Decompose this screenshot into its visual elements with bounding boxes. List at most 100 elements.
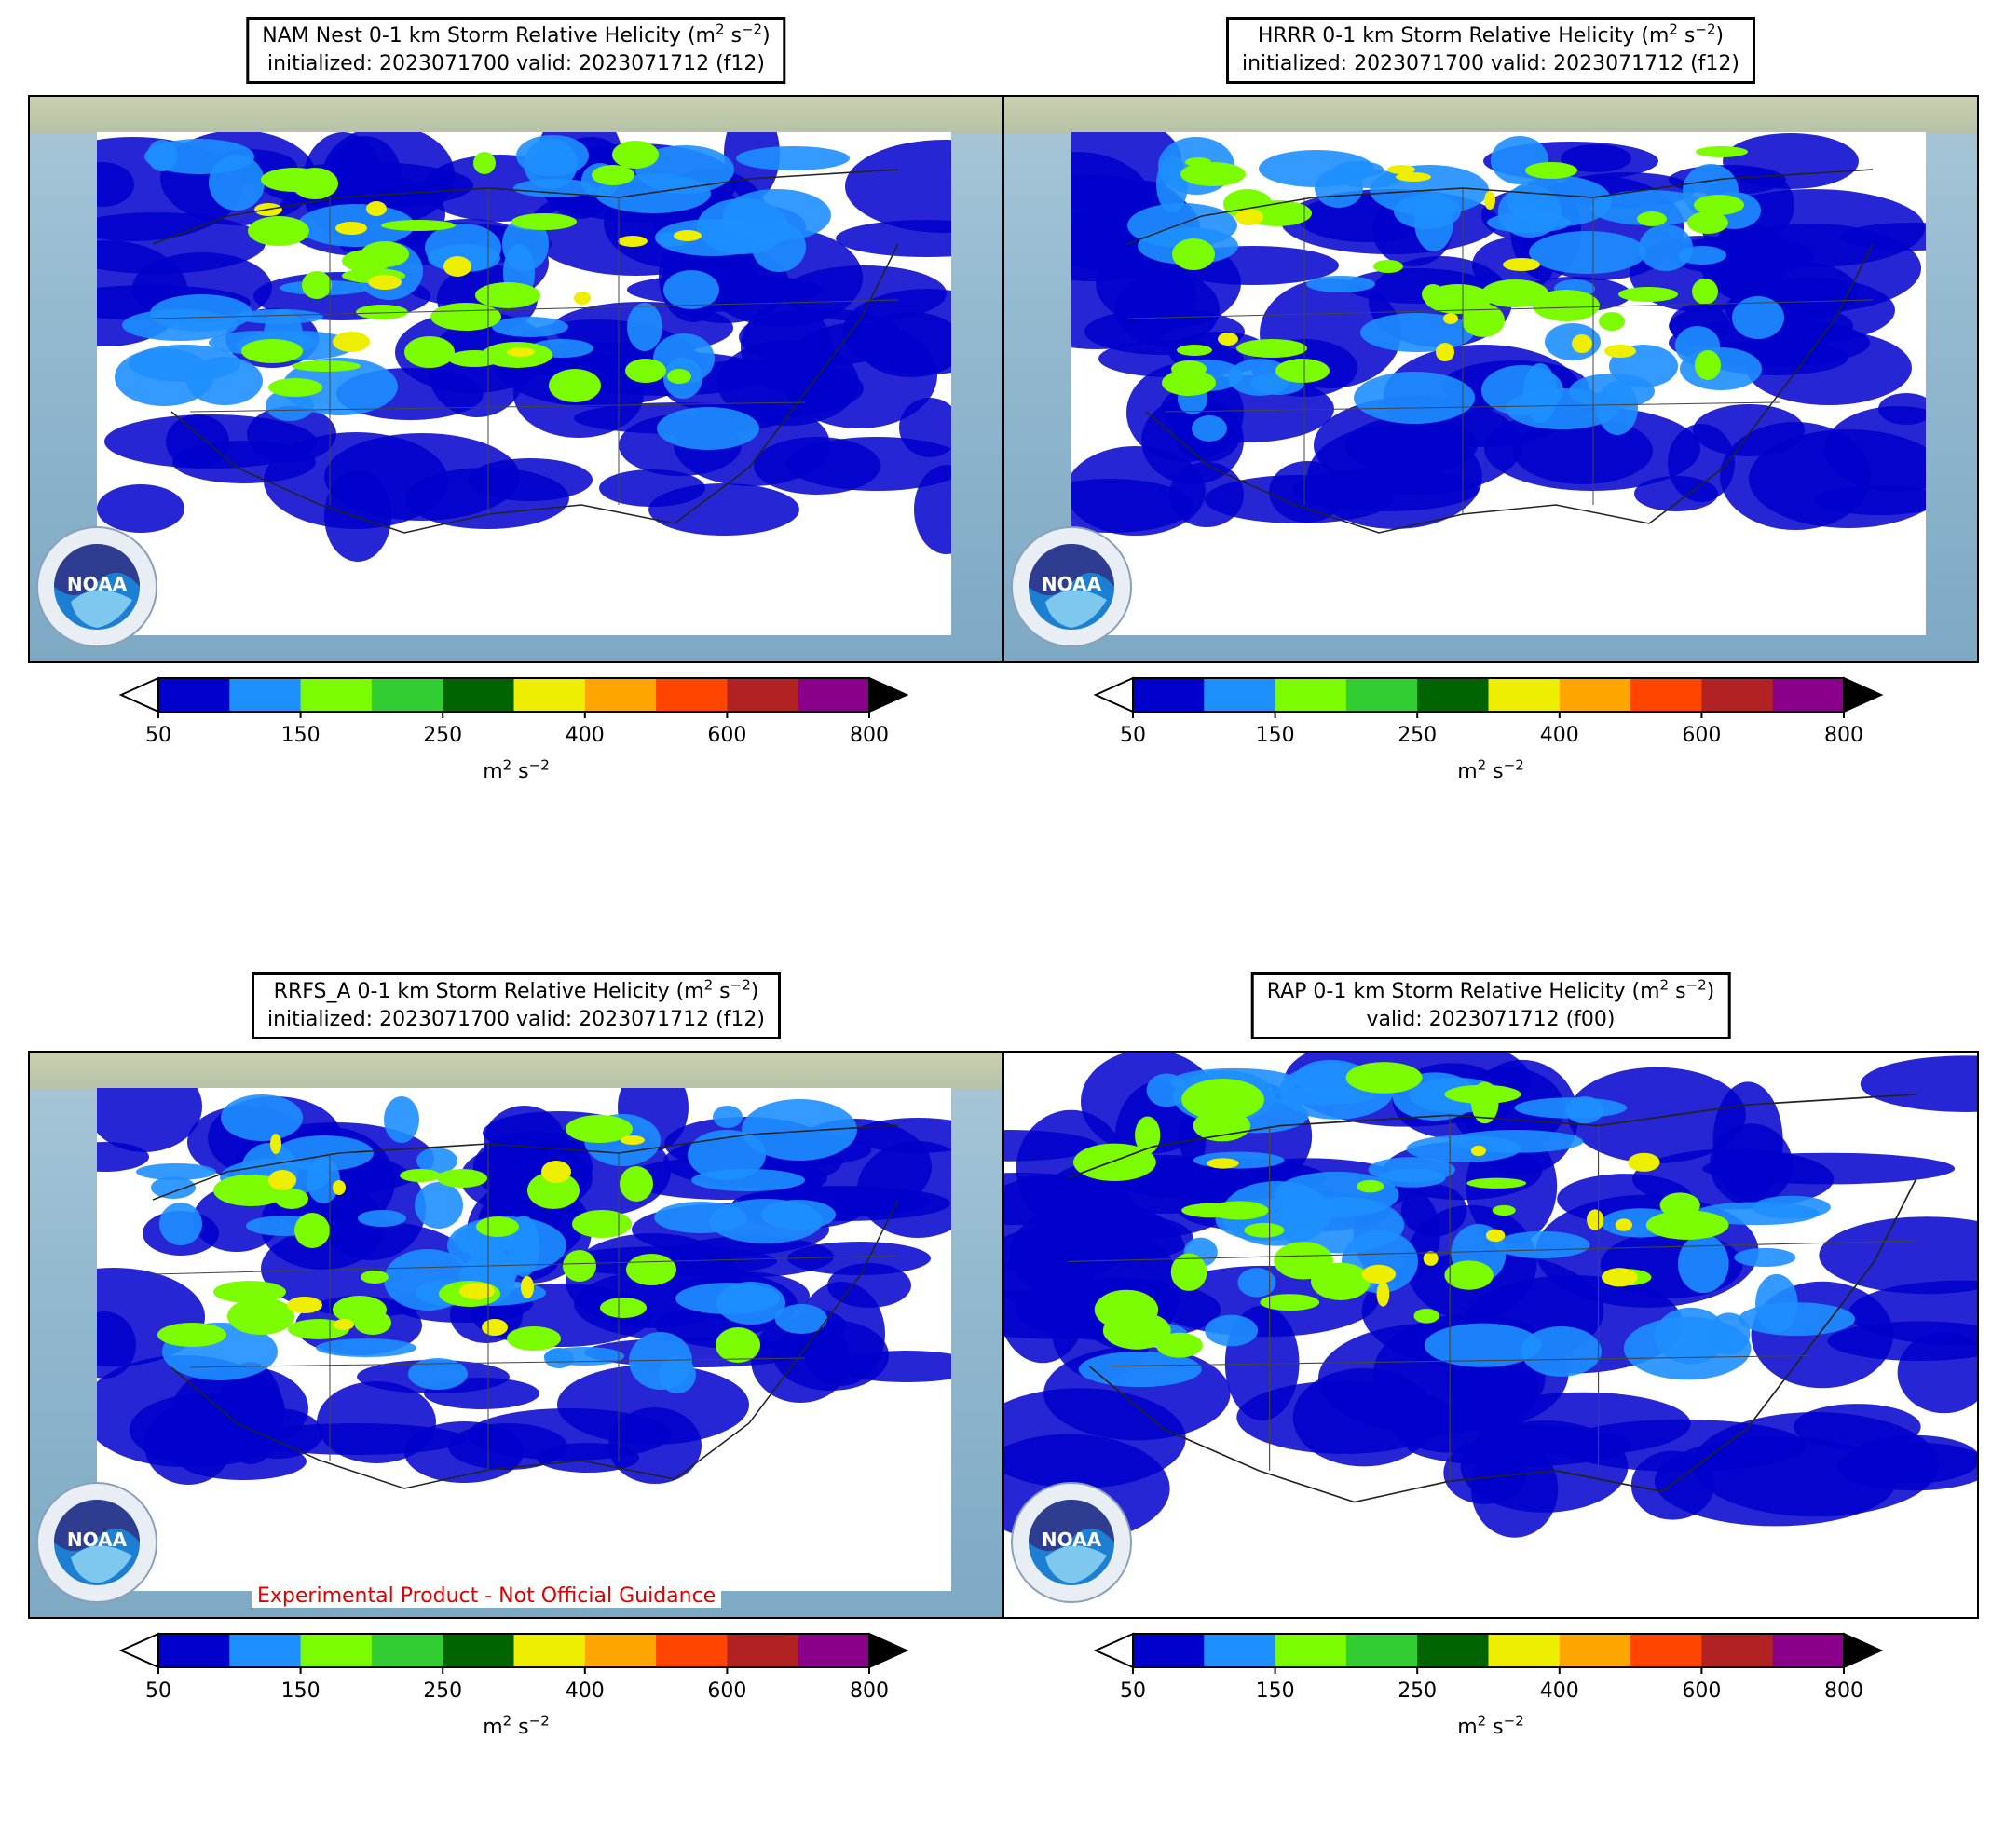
panel-title-line1: RAP 0-1 km Storm Relative Helicity (m2 s… xyxy=(1266,976,1715,1003)
colorbar-swatch xyxy=(727,1634,799,1667)
colorbar-tick-label: 50 xyxy=(1120,724,1146,747)
colorbar-tick-label: 600 xyxy=(1682,1679,1721,1703)
panel-title-line2: initialized: 2023071700 valid: 202307171… xyxy=(267,1008,765,1031)
colorbar-swatch xyxy=(513,1634,586,1667)
colorbar-unit-label: m2 s−2 xyxy=(1457,756,1524,783)
colorbar-swatch xyxy=(1417,678,1489,712)
panel-title-line2: initialized: 2023071700 valid: 202307171… xyxy=(266,52,765,75)
colorbar-tick-label: 50 xyxy=(145,724,171,747)
colorbar-under-triangle xyxy=(1093,676,1134,713)
colorbar-swatch xyxy=(584,1634,657,1667)
colorbar-swatch xyxy=(1417,1634,1489,1667)
colorbar-tick-label: 800 xyxy=(1824,724,1863,747)
panel-title: RAP 0-1 km Storm Relative Helicity (m2 s… xyxy=(1250,972,1731,1040)
colorbar-over-triangle xyxy=(1843,676,1884,713)
colorbar-swatch xyxy=(1630,678,1702,712)
noaa-logo-text: NOAA xyxy=(1042,1529,1102,1551)
colorbar-tick-label: 150 xyxy=(1256,724,1295,747)
colorbar-over-triangle xyxy=(868,676,909,713)
colorbar-tick-label: 250 xyxy=(1398,1679,1437,1703)
panel-rrfs: RRFS_A 0-1 km Storm Relative Helicity (m… xyxy=(28,972,1004,1848)
panel-rap: RAP 0-1 km Storm Relative Helicity (m2 s… xyxy=(1002,972,1979,1848)
colorbar-swatch xyxy=(443,1634,514,1667)
colorbar-swatch xyxy=(1559,1634,1631,1667)
panel-title-line1: NAM Nest 0-1 km Storm Relative Helicity … xyxy=(262,20,771,48)
colorbar-under-triangle xyxy=(1093,1632,1134,1669)
colorbar-tick-label: 250 xyxy=(423,1679,462,1703)
colorbar-swatch xyxy=(1204,678,1276,712)
colorbar-swatch xyxy=(300,678,373,712)
colorbar-tick-label: 800 xyxy=(850,724,889,747)
colorbar-under-triangle xyxy=(118,1632,159,1669)
experimental-watermark: Experimental Product - Not Official Guid… xyxy=(252,1584,722,1608)
helicity-field xyxy=(1071,132,1926,635)
colorbar: 50 150 250 400 600 800 xyxy=(1002,671,1979,801)
colorbar-swatch xyxy=(798,1634,870,1667)
colorbar-swatch xyxy=(513,678,586,712)
panel-hrrr: HRRR 0-1 km Storm Relative Helicity (m2 … xyxy=(1002,17,1979,892)
colorbar-tick-label: 400 xyxy=(566,724,605,747)
colorbar: 50 150 250 400 600 800 xyxy=(1002,1626,1979,1757)
colorbar-tick-label: 150 xyxy=(281,1679,321,1703)
panel-title-line1: HRRR 0-1 km Storm Relative Helicity (m2 … xyxy=(1257,20,1725,48)
colorbar-swatch xyxy=(1275,678,1347,712)
colorbar-swatch xyxy=(300,1634,373,1667)
colorbar-swatch xyxy=(1133,1634,1205,1667)
colorbar-tick-label: 250 xyxy=(423,724,462,747)
colorbar-swatch xyxy=(371,678,443,712)
helicity-field xyxy=(1004,1053,1977,1617)
colorbar-swatch xyxy=(158,1634,230,1667)
colorbar-unit-label: m2 s−2 xyxy=(1457,1712,1524,1739)
colorbar-swatch xyxy=(158,678,230,712)
colorbar-swatch xyxy=(1630,1634,1702,1667)
colorbar-swatch xyxy=(1345,1634,1418,1667)
colorbar: 50 150 250 400 600 800 xyxy=(28,671,1004,801)
panel-title: NAM Nest 0-1 km Storm Relative Helicity … xyxy=(246,17,786,84)
colorbar-swatch xyxy=(656,1634,728,1667)
map-hrrr: NOAA xyxy=(1002,95,1979,663)
panel-title: HRRR 0-1 km Storm Relative Helicity (m2 … xyxy=(1226,17,1755,84)
colorbar-tick-label: 400 xyxy=(566,1679,605,1703)
noaa-logo-text: NOAA xyxy=(67,1529,128,1551)
colorbar-tick-label: 400 xyxy=(1540,724,1579,747)
helicity-field xyxy=(97,1088,951,1591)
colorbar-swatch xyxy=(1204,1634,1276,1667)
colorbar-swatch xyxy=(1772,678,1845,712)
land-background xyxy=(1004,97,1977,134)
colorbar-swatch xyxy=(1345,678,1418,712)
land-background xyxy=(30,97,1002,134)
colorbar-swatch xyxy=(1275,1634,1347,1667)
land-background xyxy=(30,1053,1002,1090)
noaa-logo-icon: NOAA xyxy=(1008,523,1135,650)
noaa-logo-text: NOAA xyxy=(67,573,128,595)
colorbar-tick-label: 400 xyxy=(1540,1679,1579,1703)
colorbar-swatch xyxy=(798,678,870,712)
colorbar-swatch xyxy=(656,678,728,712)
panel-title-line2: valid: 2023071712 (f00) xyxy=(1366,1008,1616,1031)
colorbar-swatch xyxy=(1559,678,1631,712)
colorbar-swatch xyxy=(371,1634,443,1667)
colorbar-unit-label: m2 s−2 xyxy=(483,1712,550,1739)
colorbar-over-triangle xyxy=(868,1632,909,1669)
colorbar-swatch xyxy=(584,678,657,712)
colorbar-tick-label: 150 xyxy=(281,724,321,747)
colorbar-tick-label: 50 xyxy=(145,1679,171,1703)
colorbar-swatch xyxy=(1701,678,1774,712)
colorbar-tick-label: 50 xyxy=(1120,1679,1146,1703)
noaa-logo-icon: NOAA xyxy=(34,1479,160,1606)
colorbar-under-triangle xyxy=(118,676,159,713)
colorbar-unit-label: m2 s−2 xyxy=(483,756,550,783)
map-rap: NOAA xyxy=(1002,1051,1979,1619)
colorbar-swatch xyxy=(443,678,514,712)
panel-title: RRFS_A 0-1 km Storm Relative Helicity (m… xyxy=(252,972,781,1040)
map-nam: NOAA xyxy=(28,95,1004,663)
colorbar-swatch xyxy=(1488,1634,1561,1667)
colorbar-tick-label: 800 xyxy=(1824,1679,1863,1703)
colorbar-tick-label: 150 xyxy=(1256,1679,1295,1703)
colorbar-swatch xyxy=(1488,678,1561,712)
colorbar-swatch xyxy=(1701,1634,1774,1667)
colorbar-swatch xyxy=(1133,678,1205,712)
colorbar-swatch xyxy=(1772,1634,1845,1667)
colorbar-over-triangle xyxy=(1843,1632,1884,1669)
colorbar-tick-label: 250 xyxy=(1398,724,1437,747)
